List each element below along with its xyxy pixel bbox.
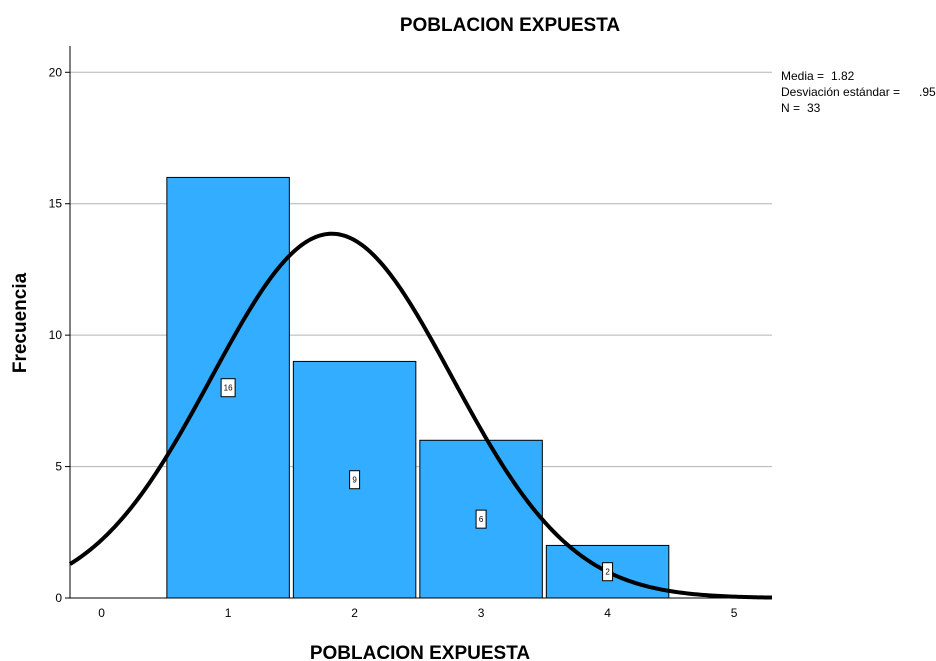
y-tick-label-10: 10 bbox=[49, 328, 63, 342]
y-tick-label-5: 5 bbox=[55, 460, 62, 474]
y-tick-label-15: 15 bbox=[49, 197, 63, 211]
x-tick-label-4: 4 bbox=[604, 606, 611, 620]
data-label-text: 6 bbox=[479, 515, 484, 524]
axes bbox=[65, 46, 772, 599]
x-tick-label-5: 5 bbox=[731, 606, 738, 620]
data-label-box bbox=[602, 562, 614, 582]
normal-curve bbox=[68, 231, 773, 600]
bars bbox=[166, 176, 670, 599]
y-axis-label: Frecuencia bbox=[10, 272, 31, 373]
data-label-box bbox=[349, 470, 361, 490]
stat-mean-value: 1.82 bbox=[831, 69, 855, 83]
normal-curve-line bbox=[68, 231, 773, 600]
data-labels: 16 9 6 2 bbox=[220, 378, 614, 582]
stat-n-value: 33 bbox=[807, 101, 821, 115]
data-label-2: 9 bbox=[349, 470, 361, 490]
data-label-box bbox=[220, 378, 236, 398]
stat-sd-label: Desviación estándar = bbox=[781, 85, 900, 99]
x-tick-label-3: 3 bbox=[478, 606, 485, 620]
y-tick-label-0: 0 bbox=[55, 591, 62, 605]
data-label-text: 2 bbox=[605, 568, 610, 577]
data-label-box bbox=[475, 509, 487, 529]
data-label-text: 16 bbox=[224, 384, 233, 393]
tick-labels: 0 5 10 15 20 0 1 2 3 4 5 bbox=[49, 65, 738, 620]
x-tick-label-2: 2 bbox=[351, 606, 358, 620]
stat-n-label: N = bbox=[781, 101, 800, 115]
x-tick-label-0: 0 bbox=[98, 606, 105, 620]
stats-box: Media = 1.82 Desviación estándar = .95 N… bbox=[781, 69, 936, 115]
stat-mean-label: Media = bbox=[781, 69, 824, 83]
data-label-4: 2 bbox=[602, 562, 614, 582]
data-label-3: 6 bbox=[475, 509, 487, 529]
chart-title: POBLACION EXPUESTA bbox=[400, 15, 621, 36]
y-tick-label-20: 20 bbox=[49, 65, 63, 79]
data-label-1: 16 bbox=[220, 378, 236, 398]
data-label-text: 9 bbox=[352, 476, 357, 485]
x-axis-label: POBLACION EXPUESTA bbox=[310, 643, 531, 661]
stat-sd-value: .95 bbox=[919, 85, 936, 99]
x-tick-label-1: 1 bbox=[225, 606, 232, 620]
